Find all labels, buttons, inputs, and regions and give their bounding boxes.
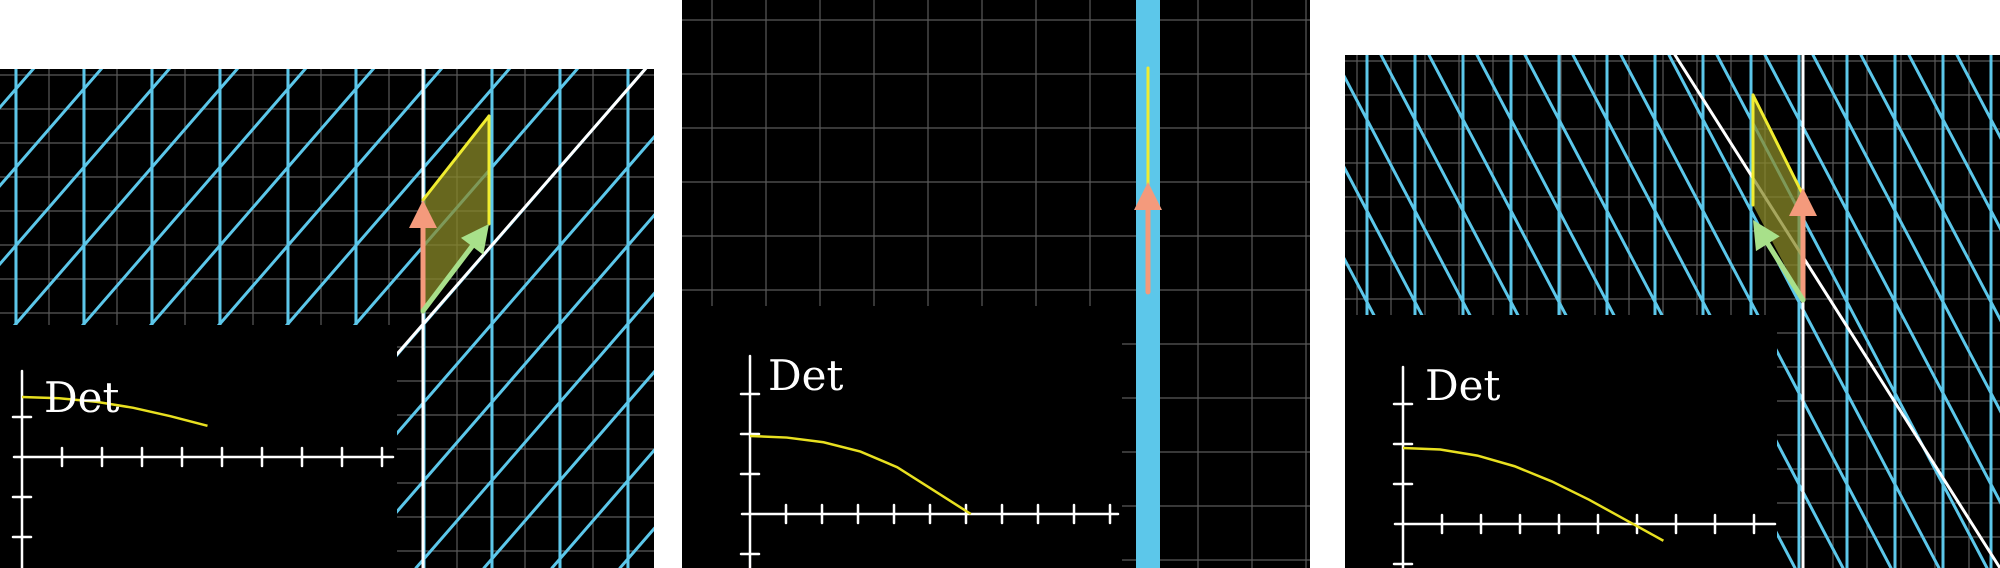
det-label: Det (1425, 361, 1501, 410)
area-parallelogram (1753, 95, 1803, 300)
vector-i-head (1789, 188, 1817, 216)
vector-j-shaft (1765, 241, 1806, 303)
vector-j-head (460, 224, 489, 255)
transformed-grid-line (1859, 55, 2000, 323)
det-curve (1402, 446, 1665, 542)
panel-3-graphics (1345, 55, 2000, 568)
det-curve (21, 395, 208, 428)
panel-1-graphics (0, 69, 654, 568)
panel-3: Det (1345, 55, 2000, 568)
span-line (1673, 55, 2000, 568)
vector-i-head (1134, 182, 1162, 210)
graph-overlay (682, 306, 1122, 568)
area-edge (421, 114, 491, 202)
transformed-grid-line (1811, 55, 2000, 414)
panel-1: Det (0, 69, 654, 568)
vector-i-head (409, 200, 437, 228)
transformed-grid-line (0, 69, 240, 345)
transformed-grid-line (482, 369, 654, 568)
panel-2: Det (682, 0, 1310, 568)
transformed-grid-line (414, 291, 654, 568)
transformed-grid-line (0, 69, 308, 423)
det-label: Det (44, 373, 120, 422)
span-line (382, 69, 648, 371)
transformed-grid-line (1907, 55, 2000, 232)
det-curve (749, 434, 972, 516)
transformed-grid-line (346, 213, 654, 568)
transformed-grid-line (550, 448, 654, 568)
vector-j-head (1753, 220, 1780, 252)
graph-overlay (1345, 315, 1777, 568)
area-edge (1751, 93, 1805, 197)
area-parallelogram (423, 116, 489, 311)
det-label: Det (768, 351, 844, 400)
panel-2-graphics (682, 0, 1310, 568)
graph-overlay (0, 325, 397, 568)
vector-j-shaft (420, 243, 475, 314)
